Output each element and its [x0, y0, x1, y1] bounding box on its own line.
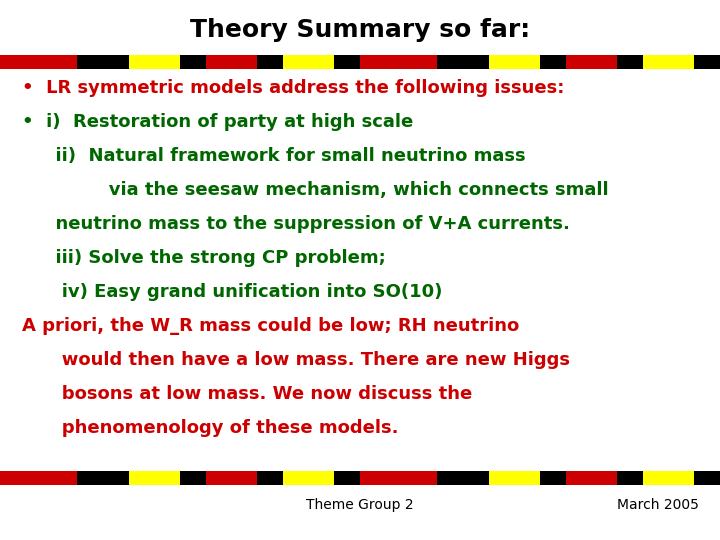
Text: •  i)  Restoration of party at high scale: • i) Restoration of party at high scale [22, 113, 413, 131]
Bar [643, 55, 669, 69]
Bar [51, 55, 77, 69]
Bar [257, 55, 283, 69]
Bar [386, 55, 411, 69]
Bar [334, 471, 360, 485]
Bar [129, 55, 154, 69]
Bar [231, 55, 257, 69]
Text: bosons at low mass. We now discuss the: bosons at low mass. We now discuss the [43, 385, 472, 403]
Bar [309, 55, 334, 69]
Bar [360, 471, 386, 485]
Bar [694, 471, 720, 485]
Bar [669, 471, 694, 485]
Bar [566, 55, 591, 69]
Text: would then have a low mass. There are new Higgs: would then have a low mass. There are ne… [43, 351, 570, 369]
Bar [694, 55, 720, 69]
Bar [514, 471, 540, 485]
Text: Theme Group 2: Theme Group 2 [306, 498, 414, 512]
Bar [0, 471, 26, 485]
Bar [489, 471, 514, 485]
Bar [617, 471, 643, 485]
Text: iii) Solve the strong CP problem;: iii) Solve the strong CP problem; [43, 249, 386, 267]
Bar [617, 55, 643, 69]
Bar [26, 55, 51, 69]
Text: A priori, the W_R mass could be low; RH neutrino: A priori, the W_R mass could be low; RH … [22, 317, 519, 335]
Bar [257, 471, 283, 485]
Bar [437, 55, 463, 69]
Bar [103, 471, 129, 485]
Bar [437, 471, 463, 485]
Bar [77, 55, 103, 69]
Text: iv) Easy grand unification into SO(10): iv) Easy grand unification into SO(10) [43, 283, 443, 301]
Bar [129, 471, 154, 485]
Bar [411, 55, 437, 69]
Text: ii)  Natural framework for small neutrino mass: ii) Natural framework for small neutrino… [43, 147, 526, 165]
Bar [0, 55, 26, 69]
Bar [540, 55, 566, 69]
Bar [514, 55, 540, 69]
Text: March 2005: March 2005 [616, 498, 698, 512]
Text: Theory Summary so far:: Theory Summary so far: [190, 18, 530, 42]
Bar [231, 471, 257, 485]
Bar [206, 471, 231, 485]
Bar [154, 471, 180, 485]
Bar [489, 55, 514, 69]
Bar [283, 471, 309, 485]
Bar [411, 471, 437, 485]
Bar [591, 55, 617, 69]
Bar [180, 471, 206, 485]
Text: •  LR symmetric models address the following issues:: • LR symmetric models address the follow… [22, 79, 564, 97]
Bar [643, 471, 669, 485]
Bar [591, 471, 617, 485]
Bar [309, 471, 334, 485]
Bar [26, 471, 51, 485]
Bar [669, 55, 694, 69]
Text: phenomenology of these models.: phenomenology of these models. [43, 419, 399, 437]
Bar [283, 55, 309, 69]
Bar [51, 471, 77, 485]
Bar [334, 55, 360, 69]
Text: neutrino mass to the suppression of V+A currents.: neutrino mass to the suppression of V+A … [43, 215, 570, 233]
Bar [463, 55, 489, 69]
Bar [386, 471, 411, 485]
Bar [463, 471, 489, 485]
Text: via the seesaw mechanism, which connects small: via the seesaw mechanism, which connects… [65, 181, 608, 199]
Bar [360, 55, 386, 69]
Bar [180, 55, 206, 69]
Bar [77, 471, 103, 485]
Bar [206, 55, 231, 69]
Bar [566, 471, 591, 485]
Bar [103, 55, 129, 69]
Bar [154, 55, 180, 69]
Bar [540, 471, 566, 485]
